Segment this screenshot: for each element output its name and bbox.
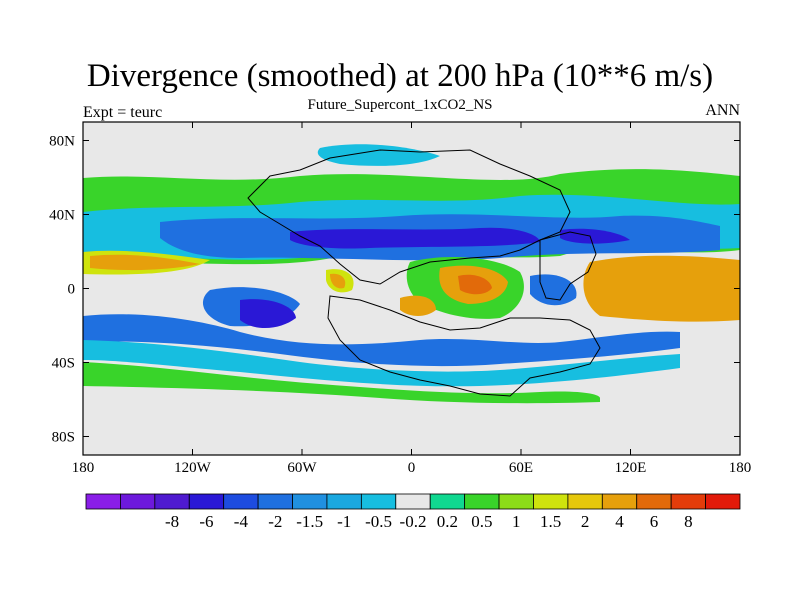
y-tick-label: 0 — [68, 282, 76, 298]
field-band-equator-orange-west — [90, 254, 200, 271]
y-tick-label: 80N — [49, 134, 75, 150]
x-tick-label: 60E — [509, 460, 533, 476]
y-tick-label: 40N — [49, 208, 75, 224]
coastlines — [247, 149, 601, 397]
map-axes: 180 120W 60W 0 60E 120E 180 80N 40N 0 40S 80S — [49, 122, 751, 476]
colorbar-swatch — [154, 493, 190, 510]
x-tick-label: 180 — [72, 460, 95, 476]
divergence-field — [83, 144, 740, 404]
colorbar-label: 8 — [684, 512, 693, 531]
season-label: ANN — [705, 102, 740, 119]
chart-title: Divergence (smoothed) at 200 hPa (10**6 … — [86, 58, 714, 94]
x-tick-label: 120E — [615, 460, 647, 476]
colorbar: -8 -6 -4 -2 -1.5 -1 -0.5 -0.2 0.2 0.5 1 1.5 2 4 6 8 — [85, 493, 741, 531]
colorbar-label: -0.2 — [400, 512, 427, 531]
coastline-east-landmass — [539, 231, 597, 301]
colorbar-label: -8 — [165, 512, 179, 531]
colorbar-swatch — [670, 493, 706, 510]
coastline-south-continent — [327, 295, 601, 397]
colorbar-label: 2 — [581, 512, 590, 531]
field-cell-blue-arctic — [317, 144, 440, 166]
colorbar-swatch — [257, 493, 293, 510]
colorbar-swatch — [120, 493, 156, 510]
chart-subtitle: Future_Supercont_1xCO2_NS — [307, 97, 493, 113]
colorbar-label: 4 — [615, 512, 624, 531]
colorbar-swatch — [601, 493, 638, 510]
colorbar-swatch — [292, 493, 328, 510]
colorbar-swatch — [533, 493, 569, 510]
field-cell-deep-1 — [560, 228, 630, 244]
colorbar-swatch — [498, 493, 534, 510]
field-africa-red — [458, 274, 492, 295]
field-cell-blue-east — [530, 274, 577, 306]
x-tick-label: 60W — [287, 460, 317, 476]
colorbar-label: 0.2 — [437, 512, 458, 531]
field-band-north-deep — [290, 227, 540, 249]
y-tick-label: 40S — [52, 356, 75, 372]
colorbar-swatch — [429, 493, 466, 510]
colorbar-swatch — [223, 493, 259, 510]
x-tick-label: 120W — [174, 460, 212, 476]
colorbar-label: -4 — [234, 512, 249, 531]
colorbar-swatch — [395, 493, 431, 510]
colorbar-swatch — [464, 493, 500, 510]
colorbar-label: -1.5 — [296, 512, 323, 531]
field-south-green-band — [83, 362, 600, 404]
y-tick-label: 80S — [52, 430, 75, 446]
x-tick-label: 0 — [408, 460, 416, 476]
colorbar-swatch — [636, 493, 672, 510]
colorbar-label: 1.5 — [540, 512, 561, 531]
colorbar-label: 0.5 — [471, 512, 492, 531]
colorbar-label: 1 — [512, 512, 521, 531]
colorbar-label: -6 — [199, 512, 213, 531]
field-cell-orange-south — [400, 295, 436, 316]
colorbar-label: -1 — [337, 512, 351, 531]
colorbar-swatch — [326, 493, 362, 510]
colorbar-label: -2 — [268, 512, 282, 531]
field-band-equator-orange — [583, 255, 740, 322]
colorbar-label: 6 — [650, 512, 659, 531]
colorbar-swatch — [188, 493, 225, 510]
field-south-blue-band — [83, 314, 680, 367]
field-cell-orange-sw — [330, 273, 346, 289]
colorbar-swatch — [567, 493, 603, 510]
field-south-pacific-deep — [240, 299, 296, 329]
experiment-label: Expt = teurc — [83, 104, 163, 121]
coastline-north-continent — [247, 149, 571, 285]
colorbar-swatch — [360, 493, 397, 510]
colorbar-swatch — [85, 493, 121, 510]
field-south-cyan-band — [83, 340, 680, 387]
x-tick-label: 180 — [729, 460, 752, 476]
colorbar-swatch — [705, 493, 741, 510]
colorbar-label: -0.5 — [365, 512, 392, 531]
